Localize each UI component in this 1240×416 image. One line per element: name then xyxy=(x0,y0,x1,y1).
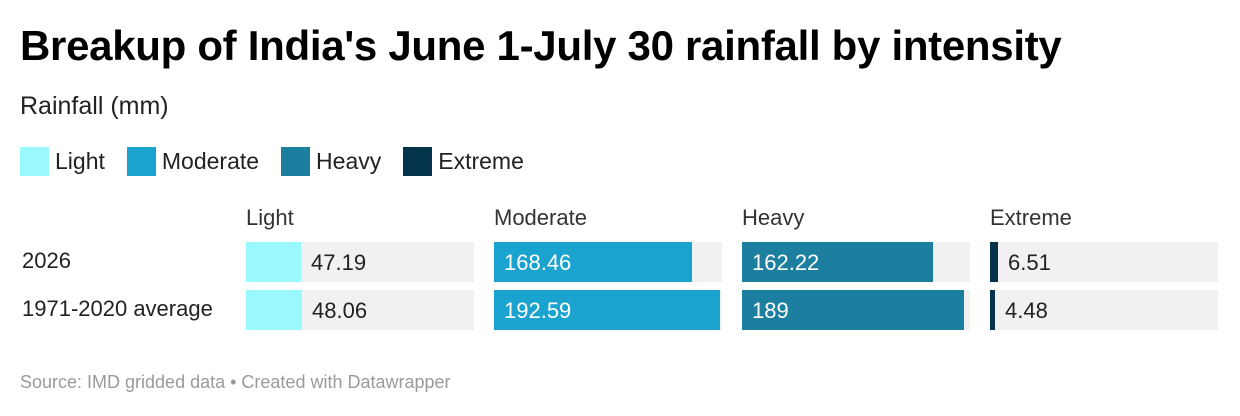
legend-item-extreme: Extreme xyxy=(403,147,524,176)
column-header-moderate: Moderate xyxy=(494,205,587,230)
legend-swatch xyxy=(126,147,156,176)
bar-track: 47.19 xyxy=(246,242,474,282)
legend: Light Moderate Heavy Extreme xyxy=(20,147,546,176)
chart-subtitle: Rainfall (mm) xyxy=(20,92,169,120)
bar-value-label: 162.22 xyxy=(752,250,820,275)
row-label: 2026 xyxy=(22,248,71,273)
bar-value-label: 47.19 xyxy=(311,250,367,275)
legend-label: Heavy xyxy=(316,148,382,174)
bar-extreme xyxy=(990,290,995,330)
bar-value-label: 4.48 xyxy=(1005,298,1048,323)
legend-label: Light xyxy=(55,148,105,174)
bar-light xyxy=(246,242,301,282)
bar-track: 168.46 xyxy=(494,242,722,282)
bar-track: 6.51 xyxy=(990,242,1218,282)
bar-moderate xyxy=(494,242,692,282)
source-note: Source: IMD gridded data • Created with … xyxy=(20,372,451,392)
legend-item-heavy: Heavy xyxy=(281,147,381,176)
bar-value-label: 48.06 xyxy=(312,298,368,323)
legend-item-light: Light xyxy=(20,147,105,176)
bar-value-label: 6.51 xyxy=(1008,250,1051,275)
column-header-extreme: Extreme xyxy=(990,205,1072,230)
column-header-heavy: Heavy xyxy=(742,205,805,230)
bar-heavy xyxy=(742,290,964,330)
legend-label: Extreme xyxy=(438,148,524,174)
bar-value-label: 189 xyxy=(752,298,789,323)
bar-value-label: 168.46 xyxy=(504,250,572,275)
bar-moderate xyxy=(494,290,720,330)
bar-value-label: 192.59 xyxy=(504,298,572,323)
legend-label: Moderate xyxy=(161,148,260,174)
legend-swatch xyxy=(281,147,311,176)
bar-track: 192.59 xyxy=(494,290,722,330)
legend-swatch xyxy=(403,147,433,176)
bar-extreme xyxy=(990,242,998,282)
row-label: 1971-2020 average xyxy=(22,296,213,321)
legend-swatch xyxy=(20,147,49,176)
bar-track: 48.06 xyxy=(246,290,474,330)
bar-track: 162.22 xyxy=(742,242,970,282)
bar-heavy xyxy=(742,242,933,282)
chart-title: Breakup of India's June 1-July 30 rainfa… xyxy=(20,22,1062,69)
bar-track: 189 xyxy=(742,290,970,330)
legend-item-moderate: Moderate xyxy=(126,147,260,176)
column-header-light: Light xyxy=(246,205,294,230)
bar-light xyxy=(246,290,302,330)
bar-track: 4.48 xyxy=(990,290,1218,330)
